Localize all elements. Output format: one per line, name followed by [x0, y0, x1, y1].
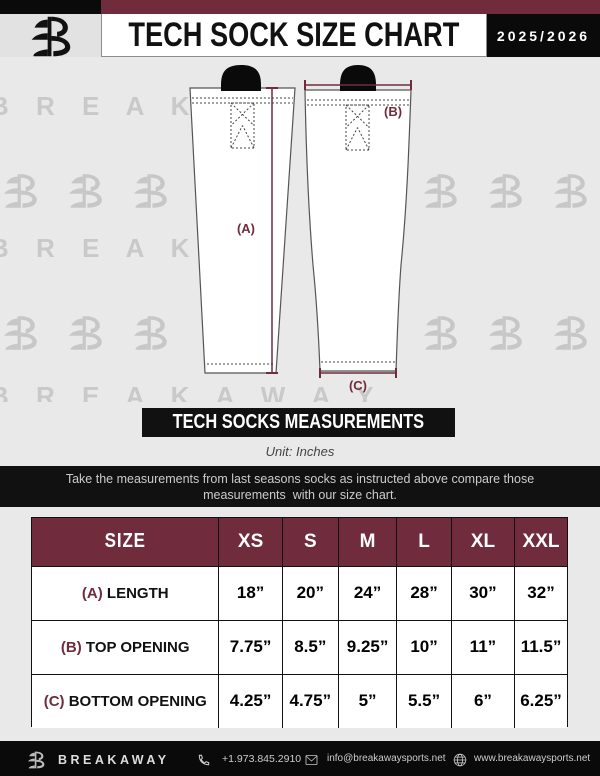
- svg-text:(B): (B): [384, 104, 402, 119]
- svg-text:(C): (C): [349, 378, 367, 393]
